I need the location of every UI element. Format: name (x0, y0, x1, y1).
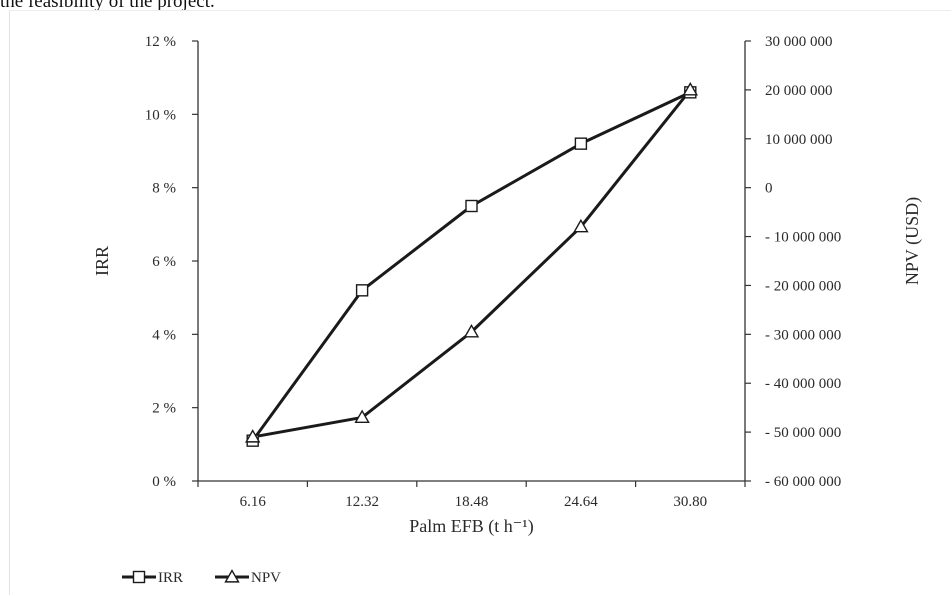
right-tick-label: - 10 000 000 (765, 230, 841, 246)
x-tick-label: 18.48 (455, 494, 489, 510)
left-y-axis-title: IRR (92, 246, 112, 276)
point-npv (244, 429, 261, 443)
legend-marker-npv (224, 569, 240, 583)
caption-fragment: the feasibility of the project. (0, 0, 215, 12)
point-irr (465, 199, 478, 213)
x-tick-label: 6.16 (240, 494, 267, 510)
right-tick-label: - 40 000 000 (765, 376, 841, 392)
x-axis-title: Palm EFB (t h⁻¹) (409, 516, 533, 537)
figure-frame (9, 10, 951, 595)
point-npv (682, 81, 699, 96)
chart-text-group: 0 % 2 % 4 % 6 % 8 % 10 % 12 % - 60 000 000 - 50 … (92, 34, 923, 537)
x-tick-label: 12.32 (345, 494, 379, 510)
legend-marker-irr (132, 570, 146, 584)
right-tick-label: 30 000 000 (765, 34, 833, 50)
series-line-npv (252, 88, 692, 439)
axes-group (192, 40, 751, 487)
right-tick-label: 10 000 000 (765, 132, 833, 148)
series-lines-group (251, 88, 692, 442)
right-tick-label: - 60 000 000 (765, 474, 841, 490)
series-line-irr (251, 90, 691, 442)
right-tick-label: 0 (765, 181, 773, 197)
left-tick-label: 6 % (152, 254, 176, 270)
point-npv (463, 323, 480, 338)
series-markers-group (244, 81, 699, 447)
left-tick-label: 12 % (145, 34, 176, 50)
right-tick-label: - 30 000 000 (765, 327, 841, 343)
right-tick-label: 20 000 000 (765, 83, 833, 99)
left-tick-label: 8 % (152, 181, 176, 197)
right-tick-label: - 50 000 000 (765, 425, 841, 441)
right-y-axis-title: NPV (USD) (902, 197, 923, 285)
left-tick-label: 2 % (152, 401, 176, 417)
left-tick-label: 10 % (145, 107, 176, 123)
point-irr (355, 284, 369, 297)
point-npv (573, 218, 589, 233)
point-irr (574, 137, 588, 150)
x-tick-label: 24.64 (564, 494, 598, 510)
legend: IRR NPV (122, 569, 281, 586)
legend-label-npv: NPV (251, 570, 281, 586)
legend-label-irr: IRR (158, 570, 183, 586)
left-tick-label: 4 % (152, 327, 176, 343)
left-tick-label: 0 % (152, 474, 176, 490)
x-tick-label: 30.80 (673, 494, 707, 510)
point-npv (354, 409, 370, 424)
right-tick-label: - 20 000 000 (765, 278, 841, 294)
